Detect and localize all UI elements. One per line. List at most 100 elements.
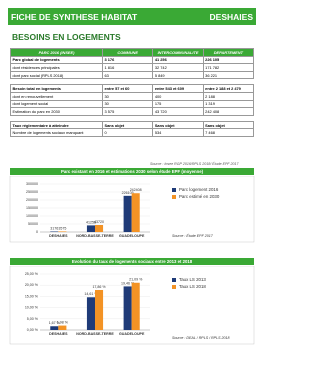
header-cell: DEPARTEMENT bbox=[202, 48, 255, 57]
bar bbox=[131, 193, 140, 232]
x-tick-label: DESHAIES bbox=[49, 234, 68, 238]
cell: 3 176 bbox=[101, 55, 154, 65]
value-label: 21,09 % bbox=[129, 278, 143, 282]
y-tick-label: 15,00 % bbox=[25, 294, 39, 298]
cell: Sans objet bbox=[152, 120, 204, 130]
cell: 226 105 bbox=[202, 55, 255, 65]
x-tick-label: GUADELOUPE bbox=[119, 332, 145, 336]
row: Parc global de logements 3 176 41 256 226 1… bbox=[10, 55, 255, 65]
source: Source : Insee RGP 2016/RPLS 2018/ Étude… bbox=[150, 162, 239, 166]
cell: 1 319 bbox=[202, 99, 255, 109]
cell: dont en renouvellement bbox=[10, 91, 103, 101]
row: Nombre de logements sociaux manquant 0 534… bbox=[10, 128, 255, 137]
row: dont logement social 30 175 1 319 bbox=[10, 99, 255, 109]
chart: 0 50000 100000 150000 200000 250000 300000 DESH… bbox=[9, 176, 255, 243]
y-tick-label: 20,00 % bbox=[25, 283, 39, 287]
header-cell: INTERCOMMUNALITE bbox=[152, 48, 204, 57]
y-tick-label: 5,00 % bbox=[27, 317, 39, 321]
cell: Besoin total en logements bbox=[10, 84, 103, 93]
cell: 36 221 bbox=[202, 70, 255, 80]
header-cell: COMMUNE bbox=[101, 48, 154, 57]
cell: 400 bbox=[152, 91, 204, 101]
cell: Parc global de logements bbox=[10, 55, 103, 65]
bar bbox=[86, 297, 95, 330]
source: Source : DEAL / RPLS / RPLS 2018 bbox=[172, 336, 229, 340]
cell: 2 188 bbox=[202, 91, 255, 101]
y-tick-label: 50000 bbox=[28, 222, 38, 226]
x-tick-label: GUADELOUPE bbox=[119, 234, 145, 238]
bar bbox=[95, 225, 104, 232]
section-title: BESOINS EN LOGEMENTS bbox=[12, 32, 121, 42]
value-label: 17,86 % bbox=[92, 285, 106, 289]
cell: 30 bbox=[101, 91, 154, 101]
value-label: 43720 bbox=[94, 220, 104, 224]
cell: 3 575 bbox=[101, 107, 154, 116]
row: Estimation du parc en 2030 3 575 43 720 242… bbox=[10, 107, 255, 116]
y-tick-label: 10,00 % bbox=[25, 306, 39, 310]
x-tick-label: NORD-BASSE-TERRE bbox=[76, 332, 114, 336]
cell: 171 782 bbox=[202, 63, 255, 72]
legend-label: Parc logement 2016 bbox=[179, 187, 219, 192]
y-tick-label: 25,00 % bbox=[25, 272, 39, 276]
cell: 41 256 bbox=[152, 55, 204, 65]
header: FICHE DE SYNTHESE HABITAT DESHAIES bbox=[8, 8, 256, 25]
header-cell: PARC 2016 (INSEE) bbox=[10, 48, 103, 57]
legend-swatch bbox=[172, 285, 176, 289]
y-tick-label: 200000 bbox=[26, 198, 38, 202]
x-tick-label: NORD-BASSE-TERRE bbox=[76, 234, 114, 238]
cell: dont parc social (RPLS 2018) bbox=[10, 70, 103, 80]
bar bbox=[131, 282, 140, 330]
chart-frame bbox=[9, 266, 255, 345]
row: dont résidences principales 1 816 32 742 17… bbox=[10, 63, 255, 72]
cell: 63 bbox=[101, 70, 154, 80]
cell: 175 bbox=[152, 99, 204, 109]
bar bbox=[58, 231, 67, 232]
y-tick-label: 300000 bbox=[26, 182, 38, 186]
cell: 7 468 bbox=[202, 128, 255, 137]
row: dont en renouvellement 30 400 2 188 bbox=[10, 91, 255, 101]
source: Source : Étude EPF 2017 bbox=[172, 233, 214, 238]
cell: entre 2 188 et 2 479 bbox=[202, 84, 255, 93]
row: Taux réglementaire à atteindre Sans objet… bbox=[10, 120, 255, 130]
value-label: 14,61 % bbox=[84, 292, 98, 296]
bar bbox=[50, 326, 59, 330]
cell: Taux réglementaire à atteindre bbox=[10, 120, 103, 130]
y-tick-label: 0,00 % bbox=[27, 328, 39, 332]
legend-swatch bbox=[172, 195, 176, 199]
y-tick-label: 250000 bbox=[26, 190, 38, 194]
legend-label: Taux LS 2013 bbox=[179, 277, 206, 282]
y-tick-label: 0 bbox=[36, 230, 38, 234]
cell: 30 bbox=[101, 99, 154, 109]
legend-label: Parc estimé en 2030 bbox=[179, 194, 220, 199]
table: PARC 2016 (INSEE) COMMUNE INTERCOMMUNALITE… bbox=[10, 48, 255, 137]
bar bbox=[86, 225, 95, 232]
commune: DESHAIES bbox=[209, 11, 253, 22]
value-label: 1,98 % bbox=[57, 321, 69, 325]
cell: 43 720 bbox=[152, 107, 204, 116]
value-label: 19,46 % bbox=[121, 281, 135, 285]
cell: 32 742 bbox=[152, 63, 204, 72]
header-row: PARC 2016 (INSEE) COMMUNE INTERCOMMUNALITE… bbox=[10, 48, 255, 57]
chart-title: Parc existant en 2016 et estimations 203… bbox=[10, 168, 254, 175]
bar bbox=[123, 195, 132, 232]
page: FICHE DE SYNTHESE HABITAT DESHAIES BESOIN… bbox=[8, 8, 256, 345]
chart: 0,00 % 5,00 % 10,00 % 15,00 % 20,00 % 25,00 %… bbox=[9, 266, 255, 345]
cell: 5 849 bbox=[152, 70, 204, 80]
row: dont parc social (RPLS 2018) 63 5 849 36 22… bbox=[10, 70, 255, 80]
cell: entre 543 et 609 bbox=[152, 84, 204, 93]
value-label: 1,67 % bbox=[49, 321, 61, 325]
chart-title: Evolution du taux de logements sociaux e… bbox=[10, 258, 254, 265]
cell: Estimation du parc en 2030 bbox=[10, 107, 103, 116]
cell: dont logement social bbox=[10, 99, 103, 109]
y-tick-label: 150000 bbox=[26, 206, 38, 210]
cell: 0 bbox=[101, 128, 154, 137]
x-tick-label: DESHAIES bbox=[49, 332, 68, 336]
cell: Sans objet bbox=[101, 120, 154, 130]
header-title: FICHE DE SYNTHESE HABITAT bbox=[11, 11, 138, 22]
bar bbox=[95, 289, 104, 330]
value-label: 226105 bbox=[122, 191, 134, 195]
cell: 242 408 bbox=[202, 107, 255, 116]
value-label: 242408 bbox=[130, 188, 142, 192]
value-label: 3575 bbox=[58, 226, 66, 230]
legend-label: Taux LS 2018 bbox=[179, 284, 206, 289]
